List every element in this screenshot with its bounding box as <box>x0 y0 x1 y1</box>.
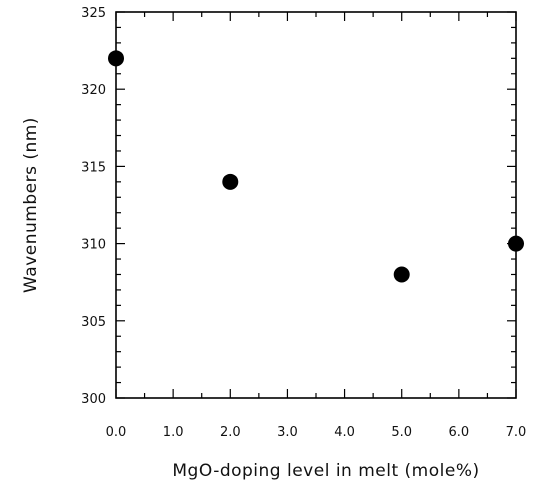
data-point <box>508 235 524 252</box>
y-tick-label: 320 <box>81 83 106 98</box>
x-tick-label: 0.0 <box>106 425 127 440</box>
x-tick-label: 7.0 <box>506 425 527 440</box>
data-points <box>108 50 524 283</box>
y-tick-label: 300 <box>81 392 106 407</box>
x-tick-label: 5.0 <box>391 425 412 440</box>
x-tick-label: 3.0 <box>277 425 298 440</box>
tick-labels: 300 305 310 315 320 325 0.0 1.0 2.0 3.0 4.0 5.0 6.0 7… <box>81 6 526 440</box>
y-tick-label: 325 <box>81 6 106 21</box>
x-tick-label: 4.0 <box>334 425 355 440</box>
y-tick-label: 310 <box>81 238 106 253</box>
x-tick-label: 6.0 <box>449 425 470 440</box>
data-point <box>108 50 124 67</box>
x-axis-title: MgO-doping level in melt (mole%) <box>172 461 479 481</box>
plot-frame <box>115 11 517 399</box>
y-axis-title: Wavenumbers (nm) <box>21 117 41 293</box>
x-tick-label: 1.0 <box>163 425 184 440</box>
y-tick-label: 315 <box>81 160 106 175</box>
y-tick-label: 305 <box>81 315 106 330</box>
data-point <box>222 173 239 190</box>
x-tick-label: 2.0 <box>220 425 241 440</box>
axis-ticks <box>115 11 517 399</box>
data-point <box>393 266 410 283</box>
